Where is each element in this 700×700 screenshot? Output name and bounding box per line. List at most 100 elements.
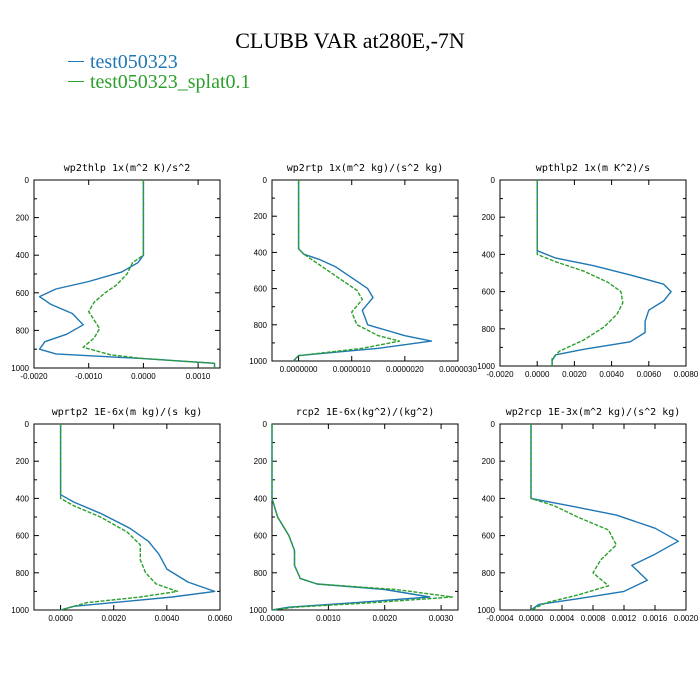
x-tick-label: 0.0000000 bbox=[280, 365, 318, 374]
x-tick-label: 0.0012 bbox=[612, 614, 637, 623]
y-tick-label: 0 bbox=[491, 420, 496, 429]
y-tick-label: 1000 bbox=[477, 606, 495, 615]
series-line-1 bbox=[59, 424, 179, 611]
y-tick-label: 400 bbox=[254, 494, 268, 503]
panel-title: wpthlp2 1x(m K^2)/s bbox=[536, 163, 650, 174]
x-tick-label: 0.0010 bbox=[186, 372, 211, 381]
y-tick-label: 400 bbox=[482, 494, 496, 503]
y-tick-label: 0 bbox=[263, 176, 268, 185]
x-tick-label: -0.0010 bbox=[75, 372, 103, 381]
x-tick-label: 0.0060 bbox=[208, 614, 233, 623]
panel-1: wp2rtp 1x(m^2 kg)/(s^2 kg) 0 200 400 600 800 1… bbox=[249, 163, 477, 374]
series-line-0 bbox=[59, 424, 216, 611]
y-tick-label: 200 bbox=[16, 457, 30, 466]
y-tick-label: 0 bbox=[25, 176, 30, 185]
legend-entry-1: test050323_splat0.1 bbox=[68, 72, 251, 92]
y-tick-label: 1000 bbox=[11, 364, 29, 373]
series-line-1 bbox=[530, 424, 617, 611]
panel-2: wpthlp2 1x(m K^2)/s 0 200 400 600 800 1000-0.0… bbox=[477, 163, 699, 379]
x-tick-label: 0.0040 bbox=[599, 370, 624, 379]
panel-4: rcp2 1E-6x(kg^2)/(kg^2) 0 200 400 600 800 1000… bbox=[249, 407, 459, 623]
y-tick-label: 400 bbox=[482, 250, 496, 259]
x-tick-label: 0.0000 bbox=[519, 614, 544, 623]
y-tick-label: 800 bbox=[482, 569, 496, 578]
x-tick-label: 0.0000010 bbox=[333, 365, 371, 374]
x-tick-label: 0.0000030 bbox=[439, 365, 477, 374]
figure-title: CLUBB VAR at280E,-7N bbox=[235, 28, 465, 53]
panel-title: wprtp2 1E-6x(m kg)/(s kg) bbox=[52, 407, 203, 418]
series-line-0 bbox=[530, 424, 679, 611]
series-line-1 bbox=[536, 180, 624, 366]
legend-entry-0: test050323 bbox=[68, 52, 178, 72]
panel-title: rcp2 1E-6x(kg^2)/(kg^2) bbox=[296, 407, 434, 418]
x-tick-label: 0.0030 bbox=[429, 614, 454, 623]
x-tick-label: 0.0020 bbox=[674, 614, 699, 623]
series-line-1 bbox=[82, 180, 216, 368]
y-tick-label: 200 bbox=[482, 457, 496, 466]
x-tick-label: -0.0020 bbox=[20, 372, 48, 381]
y-tick-label: 1000 bbox=[11, 606, 29, 615]
plot-frame bbox=[271, 423, 459, 611]
plot-frame bbox=[499, 423, 687, 611]
y-tick-label: 600 bbox=[254, 532, 268, 541]
legend-line-0 bbox=[68, 61, 84, 63]
x-tick-label: 0.0000 bbox=[48, 614, 73, 623]
y-tick-label: 200 bbox=[254, 457, 268, 466]
y-tick-label: 200 bbox=[254, 212, 268, 221]
y-tick-label: 800 bbox=[254, 321, 268, 330]
panel-title: wp2rcp 1E-3x(m^2 kg)/(s^2 kg) bbox=[506, 407, 681, 418]
y-tick-label: 1000 bbox=[249, 606, 267, 615]
x-tick-label: 0.0008 bbox=[581, 614, 606, 623]
plot-frame bbox=[33, 423, 221, 611]
y-tick-label: 0 bbox=[263, 420, 268, 429]
x-tick-label: 0.0010 bbox=[316, 614, 341, 623]
plot-frame bbox=[271, 179, 459, 362]
y-tick-label: 200 bbox=[16, 214, 30, 223]
y-tick-label: 1000 bbox=[249, 357, 267, 366]
y-tick-label: 400 bbox=[254, 248, 268, 257]
y-tick-label: 200 bbox=[482, 213, 496, 222]
series-line-1 bbox=[292, 180, 401, 362]
y-tick-label: 400 bbox=[16, 494, 30, 503]
panel-title: wp2rtp 1x(m^2 kg)/(s^2 kg) bbox=[287, 163, 444, 174]
x-tick-label: 0.0000020 bbox=[386, 365, 424, 374]
series-line-0 bbox=[38, 180, 216, 368]
y-tick-label: 800 bbox=[482, 325, 496, 334]
x-tick-label: 0.0016 bbox=[643, 614, 668, 623]
y-tick-label: 800 bbox=[254, 569, 268, 578]
series-line-1 bbox=[271, 424, 454, 611]
y-tick-label: 600 bbox=[16, 289, 30, 298]
y-tick-label: 600 bbox=[482, 532, 496, 541]
panel-title: wp2thlp 1x(m^2 K)/s^2 bbox=[64, 163, 190, 174]
x-tick-label: 0.0020 bbox=[372, 614, 397, 623]
x-tick-label: 0.0000 bbox=[131, 372, 156, 381]
panel-3: wprtp2 1E-6x(m kg)/(s kg) 0 200 400 600 800 10… bbox=[11, 407, 233, 623]
x-tick-label: 0.0004 bbox=[550, 614, 575, 623]
y-tick-label: 600 bbox=[16, 532, 30, 541]
x-tick-label: 0.0000 bbox=[260, 614, 285, 623]
plot-frame bbox=[499, 179, 687, 367]
x-tick-label: 0.0060 bbox=[637, 370, 662, 379]
series-line-0 bbox=[271, 424, 431, 611]
y-tick-label: 1000 bbox=[477, 362, 495, 371]
x-tick-label: -0.0004 bbox=[486, 614, 514, 623]
legend-label-1: test050323_splat0.1 bbox=[90, 71, 251, 93]
panel-0: wp2thlp 1x(m^2 K)/s^202004006008001000-0… bbox=[11, 163, 221, 381]
x-tick-label: -0.0020 bbox=[486, 370, 514, 379]
series-line-0 bbox=[292, 180, 433, 362]
x-tick-label: 0.0080 bbox=[674, 370, 699, 379]
y-tick-label: 800 bbox=[16, 326, 30, 335]
legend-label-0: test050323 bbox=[90, 51, 178, 73]
y-tick-label: 0 bbox=[491, 176, 496, 185]
panel-5: wp2rcp 1E-3x(m^2 kg)/(s^2 kg) 0 200 400 600 8… bbox=[477, 407, 699, 623]
series-line-0 bbox=[536, 180, 672, 366]
y-tick-label: 600 bbox=[254, 285, 268, 294]
x-tick-label: 0.0020 bbox=[562, 370, 587, 379]
y-tick-label: 800 bbox=[16, 569, 30, 578]
x-tick-label: 0.0040 bbox=[155, 614, 180, 623]
y-tick-label: 400 bbox=[16, 251, 30, 260]
x-tick-label: 0.0020 bbox=[101, 614, 126, 623]
legend-line-1 bbox=[68, 81, 84, 83]
x-tick-label: 0.0000 bbox=[525, 370, 550, 379]
